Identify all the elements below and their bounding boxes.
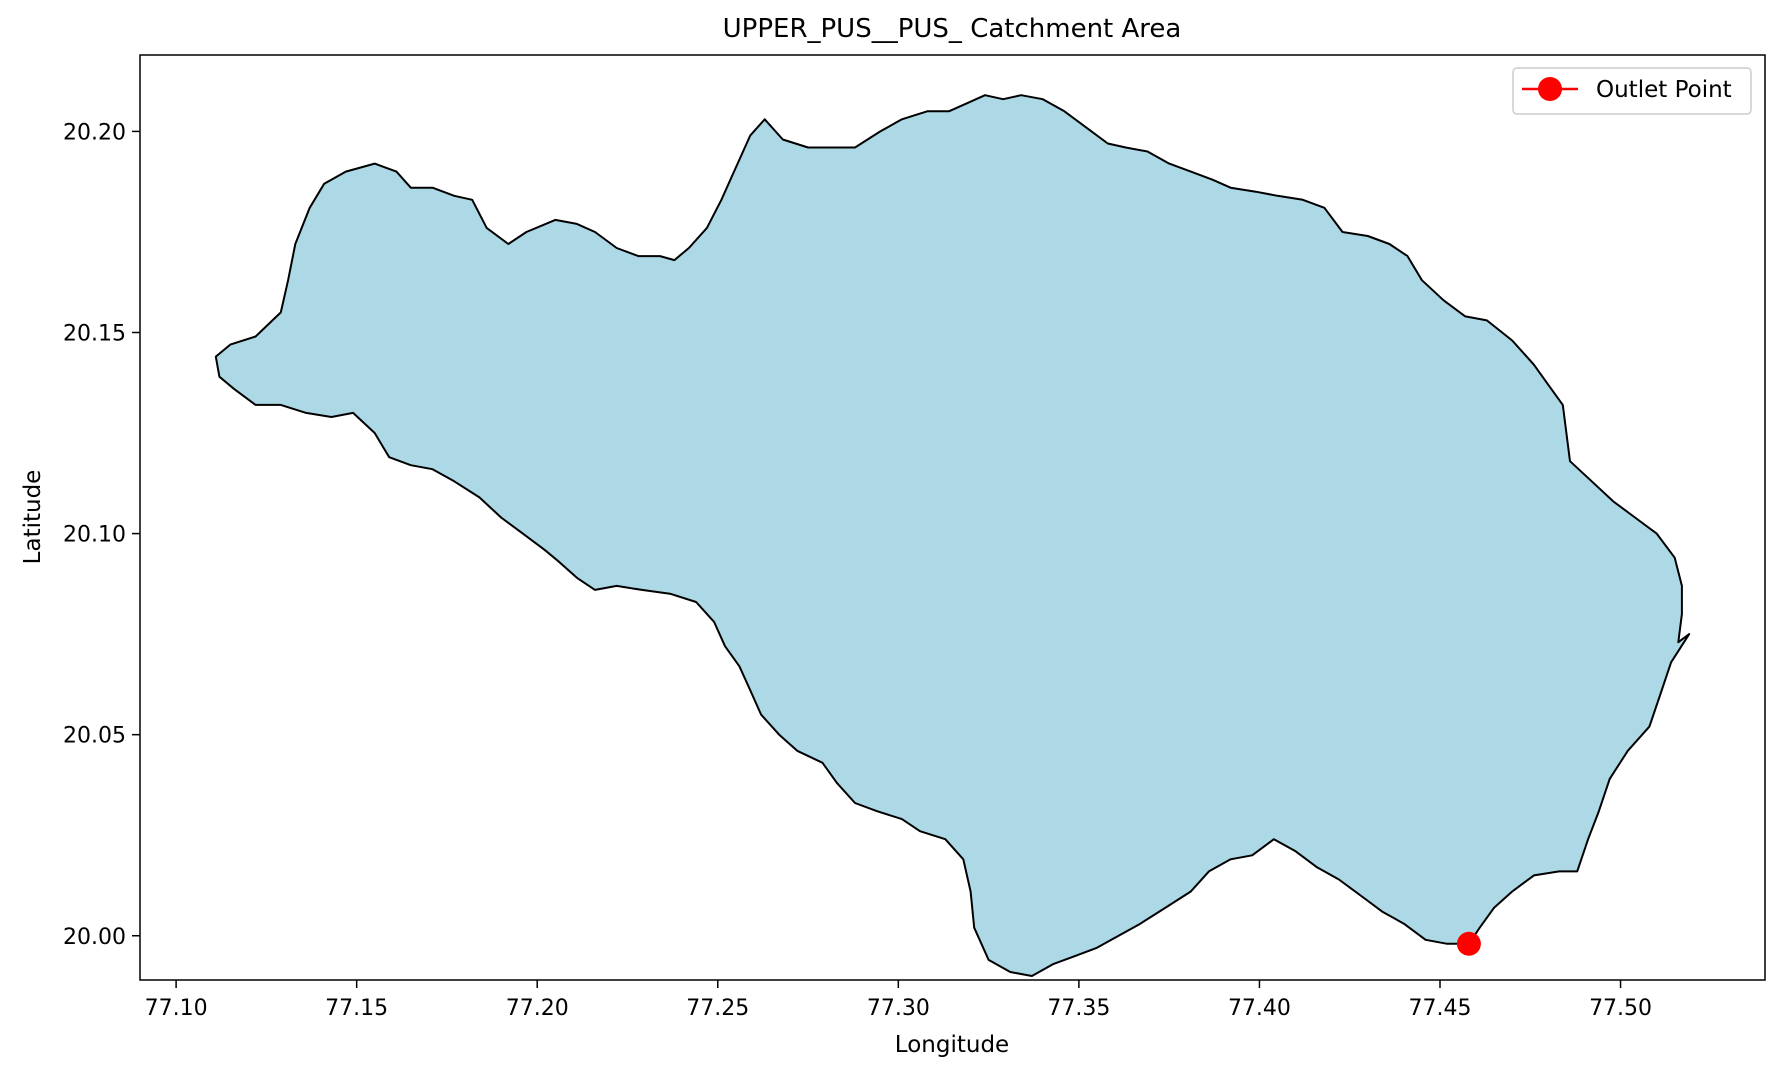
x-tick-label: 77.20 <box>506 996 569 1021</box>
x-axis: 77.10 77.15 77.20 77.25 77.30 77.35 77.40 77.45… <box>145 980 1652 1021</box>
legend-outlet-marker-icon <box>1538 77 1562 101</box>
y-axis-label: Latitude <box>20 470 46 565</box>
outlet-point-marker <box>1456 931 1481 956</box>
y-tick-label: 20.15 <box>63 322 126 347</box>
y-axis: 20.00 20.05 20.10 20.15 20.20 <box>63 120 140 950</box>
legend-box <box>1512 67 1752 115</box>
x-tick-label: 77.30 <box>867 996 930 1021</box>
x-tick-label: 77.50 <box>1589 996 1652 1021</box>
x-tick-label: 77.15 <box>325 996 388 1021</box>
outlet-layer <box>1456 931 1481 956</box>
x-tick-label: 77.45 <box>1409 996 1472 1021</box>
catchment-polygon <box>214 94 1691 977</box>
catchment-layer <box>214 94 1691 977</box>
x-axis-label: Longitude <box>895 1032 1009 1058</box>
y-tick-label: 20.10 <box>63 523 126 548</box>
x-tick-label: 77.25 <box>686 996 749 1021</box>
y-tick-label: 20.05 <box>63 724 126 749</box>
y-tick-label: 20.20 <box>63 120 126 145</box>
y-tick-label: 20.00 <box>63 925 126 950</box>
x-tick-label: 77.10 <box>145 996 208 1021</box>
x-tick-label: 77.35 <box>1047 996 1110 1021</box>
x-tick-label: 77.40 <box>1228 996 1291 1021</box>
legend: Outlet Point <box>1512 67 1752 115</box>
plot-frame <box>139 54 1766 981</box>
chart-title: UPPER_PUS__PUS_ Catchment Area <box>723 14 1182 44</box>
legend-label-outlet-point: Outlet Point <box>1596 77 1732 103</box>
